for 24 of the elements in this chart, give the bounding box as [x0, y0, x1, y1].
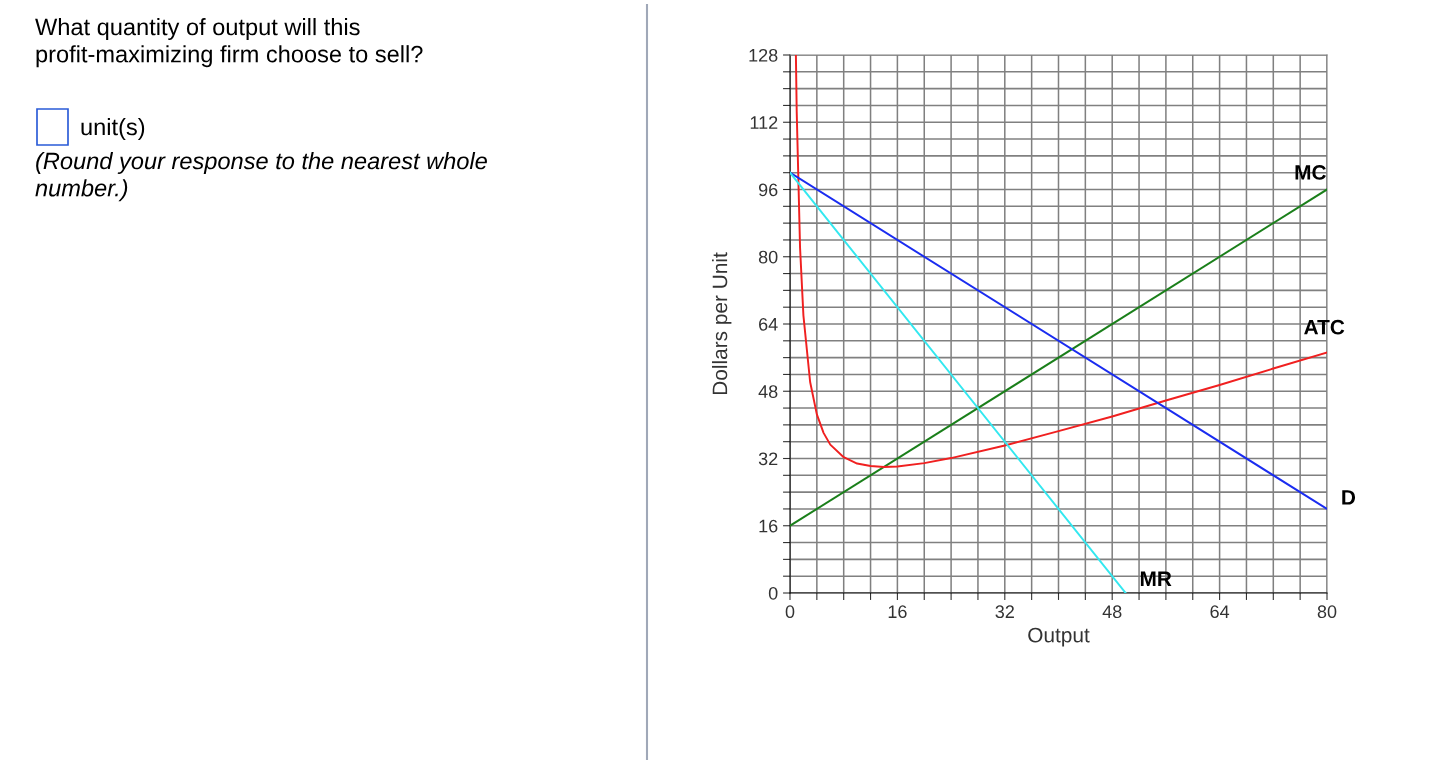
x-axis-title: Output	[1028, 627, 1090, 647]
text: (Round your response to the nearest whole number.)	[35, 152, 487, 202]
y-tick-label: 128	[749, 48, 778, 62]
y-axis-title: Dollars per Unit	[711, 252, 732, 395]
x-tick-label: 48	[1102, 605, 1122, 619]
x-tick-label: 32	[995, 605, 1014, 619]
y-tick-label: 80	[758, 250, 778, 264]
y-tick-label: 0	[768, 586, 778, 600]
text: What quantity of output will this profit-maximizing firm choose to sell?	[35, 18, 423, 68]
y-tick-label: 32	[758, 452, 778, 466]
series-label: MR	[1140, 571, 1172, 586]
text: unit(s)	[81, 118, 145, 140]
y-tick-label: 112	[750, 116, 778, 129]
series-label: D	[1342, 490, 1356, 505]
x-tick-label: 64	[1210, 605, 1230, 619]
x-tick-label: 16	[888, 605, 907, 619]
y-tick-label: 96	[758, 183, 778, 197]
x-tick-label: 80	[1317, 605, 1337, 619]
series-label: MC	[1295, 165, 1326, 180]
y-tick-label: 48	[758, 385, 778, 398]
x-tick-label: 0	[785, 605, 795, 619]
y-tick-label: 16	[759, 519, 778, 533]
y-tick-label: 64	[759, 317, 778, 331]
series-label: ATC	[1304, 319, 1345, 335]
